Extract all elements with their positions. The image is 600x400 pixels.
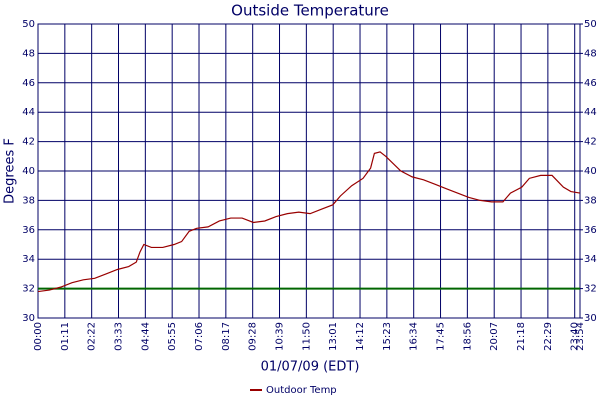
y-tick-label: 34 <box>22 254 35 265</box>
x-tick-label: 03:33 <box>114 322 125 351</box>
y-tick-label: 46 <box>22 78 35 89</box>
y2-tick-label: 48 <box>584 48 597 59</box>
y-tick-label: 38 <box>22 195 35 206</box>
x-tick-label: 16:34 <box>409 322 420 351</box>
x-tick-label: 17:45 <box>436 322 447 351</box>
y2-tick-label: 30 <box>584 313 597 324</box>
x-tick-label: 04:44 <box>140 322 151 351</box>
y-tick-label: 42 <box>22 137 35 148</box>
chart-title: Outside Temperature <box>231 2 389 20</box>
x-tick-label: 11:50 <box>301 322 312 351</box>
y-tick-label: 48 <box>22 48 35 59</box>
y-tick-label: 36 <box>22 225 35 236</box>
x-tick-label: 18:56 <box>462 322 473 351</box>
x-tick-label: 07:06 <box>194 322 205 351</box>
y-tick-label: 30 <box>22 313 35 324</box>
x-tick-label: 05:55 <box>167 322 178 351</box>
data-line <box>37 151 581 293</box>
x-tick-label: 14:12 <box>355 322 366 351</box>
y2-tick-label: 44 <box>584 107 597 118</box>
y-tick-label: 50 <box>22 19 35 30</box>
x-axis-title: 01/07/09 (EDT) <box>261 360 360 375</box>
y2-tick-label: 42 <box>584 137 597 148</box>
plot-frame <box>37 23 581 319</box>
x-tick-label: 10:39 <box>275 322 286 351</box>
x-tick-label: 09:28 <box>248 322 259 351</box>
y2-tick-label: 36 <box>584 225 597 236</box>
legend-label: Outdoor Temp <box>266 385 337 396</box>
y-tick-label: 44 <box>22 107 35 118</box>
y-axis-title: Degrees F <box>3 138 18 204</box>
x-tick-label: 21:18 <box>516 322 527 351</box>
x-tick-label: 13:01 <box>328 322 339 351</box>
x-tick-label: 15:23 <box>382 322 393 351</box>
y2-tick-label: 50 <box>584 19 597 30</box>
x-tick-label: 22:29 <box>543 322 554 351</box>
x-tick-label: 08:17 <box>221 322 232 351</box>
x-tick-label: 01:11 <box>60 322 71 351</box>
x-tick-label: 00:00 <box>33 322 44 351</box>
x-tick-label: 20:07 <box>489 322 500 351</box>
y2-tick-label: 46 <box>584 78 597 89</box>
y2-tick-label: 34 <box>584 254 597 265</box>
y2-tick-label: 40 <box>584 166 597 177</box>
y-tick-label: 32 <box>22 284 35 295</box>
x-tick-label: 02:22 <box>87 322 98 351</box>
y-tick-label: 40 <box>22 166 35 177</box>
x-tick-label: 23:54 <box>575 322 586 351</box>
y2-tick-label: 32 <box>584 284 597 295</box>
x-tick-label: 23:40 <box>570 322 581 351</box>
y2-tick-label: 38 <box>584 195 597 206</box>
